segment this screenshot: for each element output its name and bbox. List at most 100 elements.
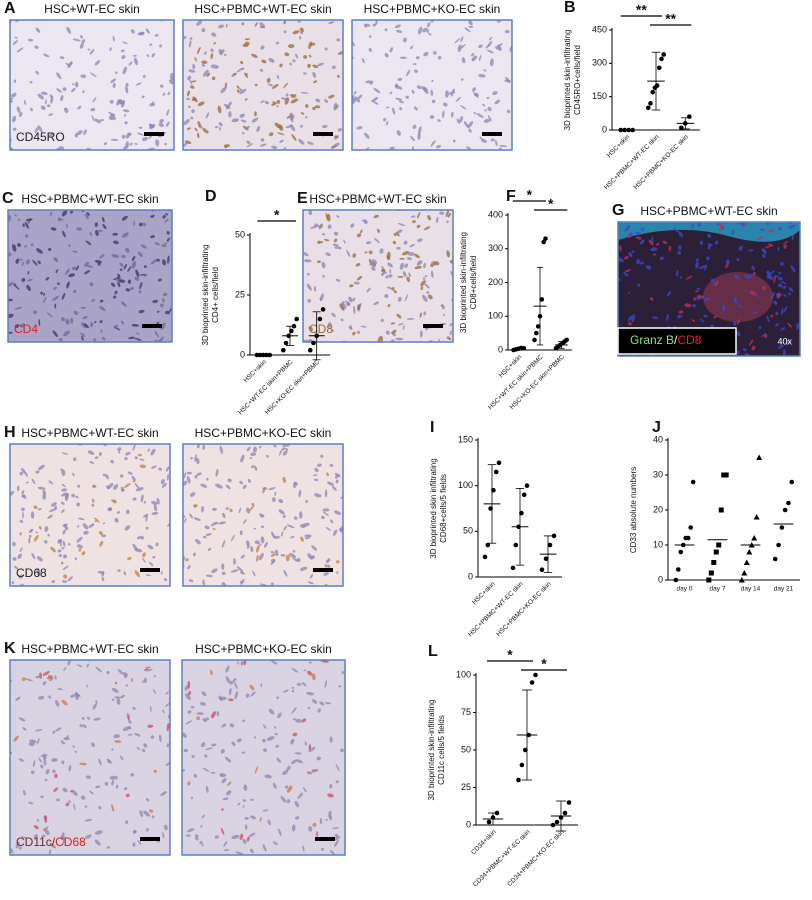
cell xyxy=(286,765,291,772)
y-tick-label: 300 xyxy=(592,58,607,68)
cell xyxy=(360,325,367,328)
cell xyxy=(132,497,137,501)
cell xyxy=(18,758,24,762)
cell xyxy=(210,64,219,69)
cell xyxy=(353,281,360,285)
image-border xyxy=(9,659,171,856)
cell xyxy=(619,245,622,252)
cell xyxy=(17,243,21,248)
cell xyxy=(778,276,783,281)
cell xyxy=(200,741,206,748)
cell xyxy=(333,529,338,536)
cell xyxy=(259,143,267,147)
cell xyxy=(707,245,711,250)
cell xyxy=(276,757,282,763)
cell xyxy=(14,214,17,217)
cell xyxy=(391,329,397,334)
cell xyxy=(52,330,58,337)
cell xyxy=(282,514,286,518)
cell xyxy=(33,825,39,830)
cell xyxy=(149,103,154,107)
cell xyxy=(190,85,195,89)
cell xyxy=(135,82,142,86)
cell xyxy=(206,477,209,481)
y-tick-label: 300 xyxy=(488,243,503,253)
cell xyxy=(392,107,396,115)
cell xyxy=(91,115,95,122)
cell xyxy=(334,104,339,109)
cell xyxy=(76,502,81,507)
cell xyxy=(76,544,83,549)
cell xyxy=(62,565,69,570)
cell xyxy=(114,681,118,685)
cell xyxy=(62,529,66,535)
cell xyxy=(46,312,53,318)
cell xyxy=(305,104,309,108)
cell xyxy=(311,545,318,551)
panel-letter: F xyxy=(506,188,516,205)
cell xyxy=(334,246,342,249)
cell xyxy=(416,238,423,242)
cell xyxy=(231,834,240,840)
cell xyxy=(197,101,205,107)
cell xyxy=(699,318,705,323)
panel-letter: D xyxy=(205,188,217,205)
cell xyxy=(751,345,756,351)
cell xyxy=(112,35,115,42)
cell xyxy=(326,472,329,477)
cell xyxy=(298,138,305,145)
cell xyxy=(121,488,125,492)
cell xyxy=(289,553,297,559)
cell xyxy=(696,295,705,299)
cell xyxy=(314,467,319,473)
cell xyxy=(74,691,79,701)
cell xyxy=(206,72,211,77)
cell xyxy=(748,339,754,347)
cell xyxy=(32,760,36,768)
scale-bar xyxy=(313,132,333,136)
cell xyxy=(389,269,392,274)
cell xyxy=(108,116,117,121)
cell xyxy=(398,86,403,90)
cell xyxy=(766,270,772,277)
cell xyxy=(439,211,445,215)
cell xyxy=(134,276,140,281)
cell xyxy=(195,834,199,839)
cell xyxy=(402,325,405,330)
data-point xyxy=(513,542,519,548)
cell xyxy=(210,53,214,60)
cell xyxy=(282,689,289,693)
cell xyxy=(102,336,106,341)
scale-bar xyxy=(140,568,160,572)
cell xyxy=(127,279,132,284)
cell xyxy=(48,480,54,485)
cell xyxy=(153,675,157,678)
significance-label: ** xyxy=(636,2,647,18)
cell xyxy=(397,222,406,227)
cell xyxy=(441,110,445,118)
cell xyxy=(151,511,159,515)
cell xyxy=(221,777,227,784)
cell xyxy=(70,694,75,698)
cell xyxy=(17,218,20,222)
cell xyxy=(132,706,136,710)
cell xyxy=(276,99,281,104)
cell xyxy=(299,566,308,571)
cell xyxy=(316,225,324,228)
cell xyxy=(410,45,414,50)
cell xyxy=(204,754,208,758)
cell xyxy=(40,764,44,769)
cell xyxy=(698,265,707,269)
x-tick-label: HSC+PBMC+WT-EC skin xyxy=(467,580,525,638)
cell xyxy=(145,574,151,577)
cell xyxy=(457,44,462,52)
cell xyxy=(199,702,207,706)
cell xyxy=(125,820,129,824)
cell xyxy=(291,824,296,832)
y-tick-label: 150 xyxy=(592,91,607,101)
cell xyxy=(472,87,476,92)
cell xyxy=(499,145,508,148)
image-border xyxy=(302,209,454,343)
cell xyxy=(308,746,316,752)
cell xyxy=(73,289,77,294)
